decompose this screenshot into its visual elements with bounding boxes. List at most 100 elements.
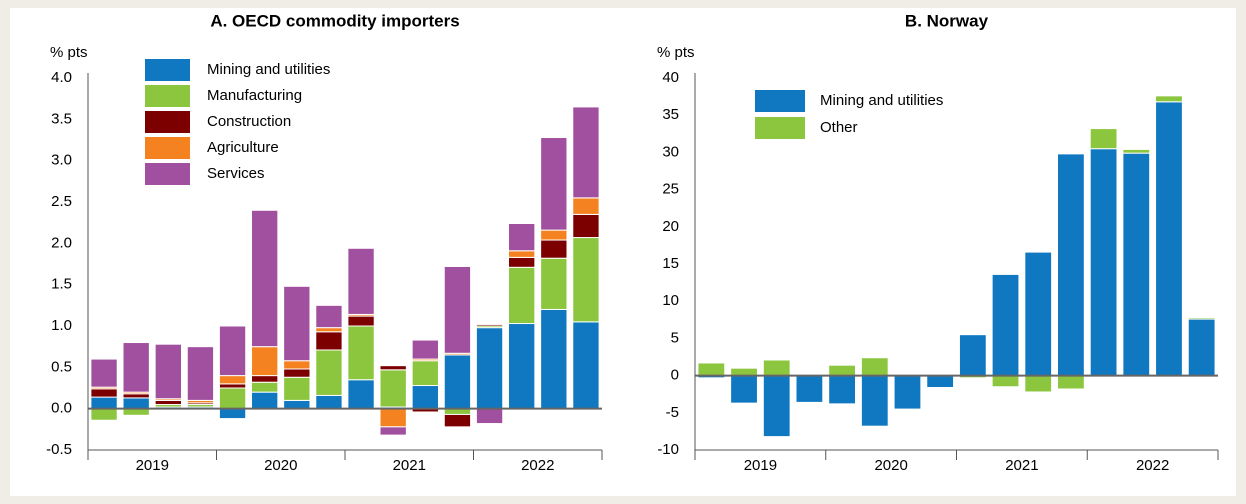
bar-segment bbox=[122, 397, 150, 410]
bar-segment bbox=[379, 408, 407, 428]
legend-label: Services bbox=[207, 165, 265, 182]
bar-segment bbox=[540, 308, 568, 410]
bar-segment bbox=[540, 229, 568, 241]
bar-segment bbox=[508, 256, 536, 268]
bar-segment bbox=[251, 346, 279, 377]
bar-segment bbox=[991, 273, 1020, 377]
bar-segment bbox=[1155, 95, 1183, 103]
y-tick-label: 3.5 bbox=[51, 110, 72, 127]
bar-segment bbox=[730, 375, 758, 404]
bar-segment bbox=[1089, 128, 1118, 150]
bar-segment bbox=[475, 408, 504, 425]
bar-segment bbox=[991, 375, 1020, 388]
bar-segment bbox=[315, 394, 343, 410]
bar-segment bbox=[795, 375, 824, 403]
bar-segment bbox=[508, 250, 536, 258]
y-tick-label: 5 bbox=[671, 329, 679, 346]
y-tick-label: -5 bbox=[666, 404, 679, 421]
bar-segment bbox=[283, 285, 311, 362]
x-group-label: 2019 bbox=[136, 457, 169, 474]
y-tick-label: 35 bbox=[662, 106, 679, 123]
bar-segment bbox=[572, 106, 600, 199]
bar-segment bbox=[379, 365, 407, 371]
bar-segment bbox=[540, 137, 568, 231]
y-tick-label: 4.0 bbox=[51, 69, 72, 86]
y-tick-label: -10 bbox=[657, 441, 679, 458]
bar-segment bbox=[347, 379, 375, 410]
bar-segment bbox=[90, 408, 118, 421]
x-group-label: 2020 bbox=[264, 457, 297, 474]
legend-label: Other bbox=[820, 119, 858, 136]
y-tick-label: 3.0 bbox=[51, 152, 72, 169]
bar-segment bbox=[860, 357, 889, 377]
y-tick-label: 10 bbox=[662, 292, 679, 309]
bar-segment bbox=[251, 391, 279, 410]
bar-segment bbox=[251, 381, 279, 393]
y-tick-label: 40 bbox=[662, 69, 679, 86]
bar-segment bbox=[90, 388, 118, 398]
bar-segment bbox=[90, 396, 118, 410]
bar-segment bbox=[697, 362, 726, 377]
bar-segment bbox=[411, 360, 439, 387]
bar-segment bbox=[1187, 317, 1216, 320]
y-tick-label: 0 bbox=[671, 367, 679, 384]
bar-segment bbox=[828, 375, 856, 405]
bar-segment bbox=[411, 339, 439, 360]
bar-segment bbox=[122, 342, 150, 393]
bar-segment bbox=[572, 237, 600, 323]
y-tick-label: 0.5 bbox=[51, 358, 72, 375]
bar-segment bbox=[540, 239, 568, 259]
bar-segment bbox=[283, 360, 311, 370]
y-tick-label: -0.5 bbox=[46, 441, 72, 458]
legend-swatch bbox=[755, 90, 805, 112]
bar-segment bbox=[379, 369, 407, 408]
bar-segment bbox=[218, 383, 247, 389]
legend-label: Construction bbox=[207, 113, 291, 130]
bar-segment bbox=[860, 375, 889, 427]
legend-label: Mining and utilities bbox=[207, 61, 330, 78]
bar-segment bbox=[762, 375, 791, 438]
bar-segment bbox=[508, 323, 536, 410]
legend-label: Mining and utilities bbox=[820, 92, 943, 109]
bar-segment bbox=[572, 321, 600, 410]
bar-segment bbox=[1057, 153, 1085, 377]
bar-segment bbox=[508, 222, 536, 252]
bar-segment bbox=[347, 315, 375, 327]
bar-segment bbox=[186, 346, 215, 401]
chart-title: B. Norway bbox=[905, 11, 989, 30]
y-axis-label: % pts bbox=[50, 44, 88, 61]
bar-segment bbox=[347, 325, 375, 381]
bar-segment bbox=[154, 399, 182, 406]
bar-segment bbox=[1089, 148, 1118, 377]
bar-segment bbox=[90, 358, 118, 388]
bar-segment bbox=[251, 209, 279, 348]
bar-segment bbox=[572, 197, 600, 215]
bar-segment bbox=[1122, 152, 1151, 377]
y-tick-label: 0.0 bbox=[51, 400, 72, 417]
bar-segment bbox=[154, 343, 182, 400]
bar-segment bbox=[315, 327, 343, 333]
legend-swatch bbox=[145, 163, 190, 185]
bar-segment bbox=[283, 368, 311, 378]
bar-segment bbox=[1155, 101, 1183, 377]
bar-segment bbox=[475, 327, 504, 410]
x-group-label: 2020 bbox=[874, 457, 907, 474]
legend-label: Agriculture bbox=[207, 139, 279, 156]
y-tick-label: 15 bbox=[662, 255, 679, 272]
bar-segment bbox=[315, 331, 343, 351]
bar-segment bbox=[958, 334, 987, 377]
y-axis-label: % pts bbox=[657, 44, 695, 61]
legend-swatch bbox=[145, 137, 190, 159]
bar-segment bbox=[893, 375, 922, 410]
bar-segment bbox=[1024, 375, 1053, 393]
legend-label: Manufacturing bbox=[207, 87, 302, 104]
bar-segment bbox=[251, 375, 279, 383]
y-tick-label: 2.5 bbox=[51, 193, 72, 210]
legend-swatch bbox=[145, 59, 190, 81]
y-tick-label: 30 bbox=[662, 143, 679, 160]
y-tick-label: 1.0 bbox=[51, 317, 72, 334]
bar-segment bbox=[443, 265, 472, 354]
bar-segment bbox=[347, 247, 375, 315]
x-group-label: 2019 bbox=[744, 457, 777, 474]
bar-segment bbox=[315, 304, 343, 329]
